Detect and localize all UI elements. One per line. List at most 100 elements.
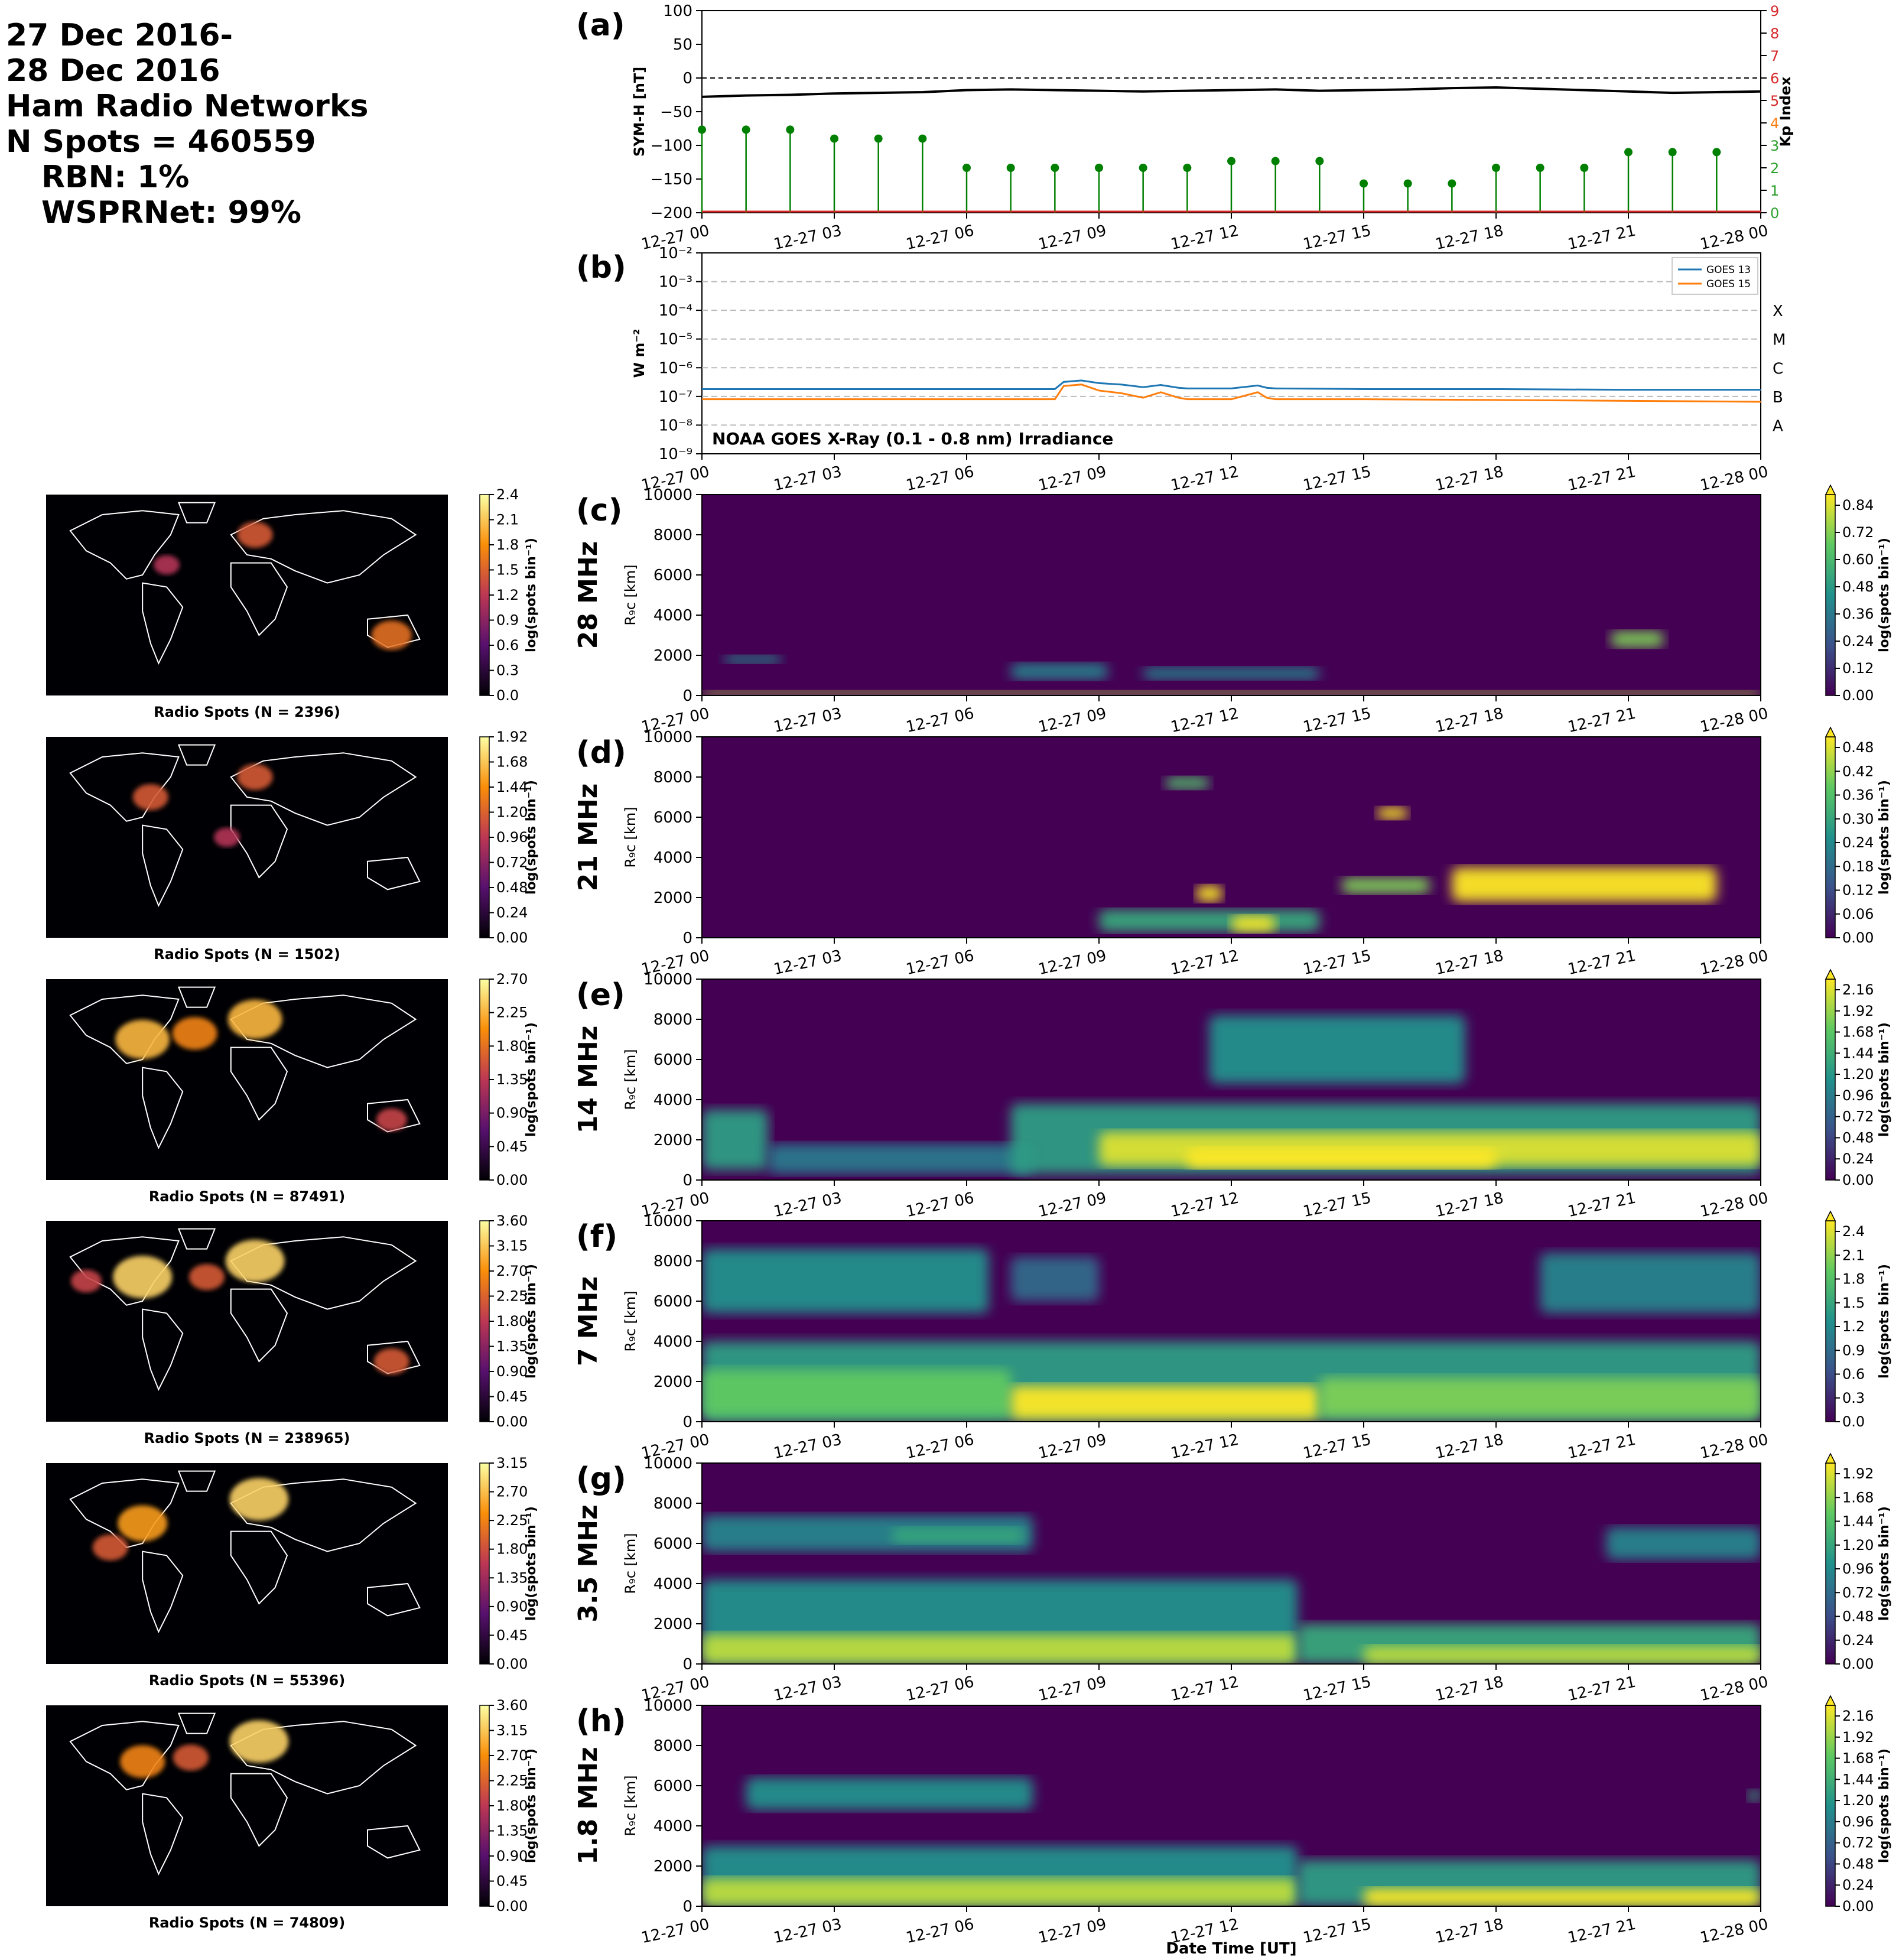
flare-class-label: X [1773,303,1783,320]
panel-label: (d) [576,735,626,771]
y-tick-label: 0 [682,1413,692,1431]
band-row-14mhz: Radio Spots (N = 87491) 2.70 2.25 1.80 1.35 0… [46,968,1892,1205]
coastline [367,1098,421,1133]
x-tick-label: 12-28 00 [1699,1916,1770,1948]
colorbar-tick-label: 2.25 [496,1288,528,1305]
map-title: Radio Spots (N = 2396) [154,704,340,720]
colorbar-tick-label: 1.68 [1842,1024,1874,1041]
colorbar-tick-label: 1.80 [496,1313,528,1330]
map-colorbar-label: log(spots bin⁻¹) [524,1264,539,1379]
y-tick-label: 2000 [653,1373,692,1391]
density-region [1143,667,1320,680]
x-tick-label: 12-27 18 [1434,1189,1505,1221]
density-region [702,1110,768,1170]
spot-density [237,764,273,790]
x-tick-label: 12-27 09 [1037,1673,1108,1705]
colorbar-tick-label: 0.36 [1842,606,1874,622]
rgc-colorbar-label: log(spots bin⁻¹) [1877,1264,1892,1379]
y-tick-label: −50 [660,103,692,121]
x-tick-label: 12-27 18 [1434,947,1505,979]
x-tick-label: 12-27 06 [905,947,976,979]
colorbar-tick-label: 0.3 [496,662,519,679]
symh-line [701,86,1761,98]
colorbar-tick-label: 0.72 [1842,1835,1874,1851]
spot-density [227,999,282,1039]
kp-point [1492,164,1500,172]
y-tick-label: 6000 [653,1051,692,1069]
kp-point [1183,164,1192,172]
y-tick-label: 0 [682,687,692,705]
colorbar-tick-label: 0.90 [496,1598,528,1615]
coastline [177,502,216,524]
colorbar-tick-label: 1.2 [496,587,519,603]
colorbar-tick-label: 1.44 [1842,1771,1874,1787]
colorbar-tick-label: 0.45 [496,1389,528,1405]
rgc-colorbar-label: log(spots bin⁻¹) [1877,780,1892,895]
colorbar-tick-label: 2.70 [496,1484,528,1500]
rgc-heatmap [701,979,1761,1181]
colorbar-tick-label: 1.44 [1842,1513,1874,1530]
rgc-heatmap [701,494,1761,696]
rgc-colorbar [1825,1705,1836,1907]
colorbar-tick-label: 0.24 [1842,1877,1874,1893]
x-tick-label: 12-27 03 [772,1916,844,1948]
coastline [367,1582,421,1617]
density-region [1747,1789,1761,1802]
band-frequency-label: 3.5 MHz [573,1504,603,1622]
map-title: Radio Spots (N = 55396) [149,1672,345,1689]
rgc-axis-label: R₉c [km] [622,807,639,867]
colorbar-tick-label: 0.00 [1842,687,1874,704]
goes-line [702,383,1761,403]
colorbar-tick-label: 3.15 [496,1238,528,1254]
header-rbn-share: RBN: 1% [41,160,190,195]
kp-tick-label: 7 [1770,48,1779,64]
density-region [1364,1646,1761,1664]
colorbar-tick-label: 1.68 [1842,1489,1874,1506]
heatmap-xticks: 12-27 00 12-27 03 12-27 06 12-27 09 12-27 12… [640,938,1770,979]
colorbar-tick-label: 2.4 [496,486,519,503]
rgc-axis-label: R₉c [km] [622,564,639,625]
colorbar-tick-label: 2.25 [496,1512,528,1529]
map-title: Radio Spots (N = 87491) [149,1188,345,1205]
x-tick-label: 12-27 03 [772,222,844,254]
panel-b-xticks: 12-27 00 12-27 03 12-27 06 12-27 09 12-27 12… [640,454,1770,495]
coastline [230,1046,288,1121]
colorbar-tick-label: 1.2 [1842,1318,1865,1335]
heatmap-blobs [702,631,1761,695]
flare-class-label: B [1773,389,1783,407]
map-colorbar-label: log(spots bin⁻¹) [524,538,539,652]
spot-density [154,555,180,575]
colorbar-tick-label: 0.00 [1842,1656,1874,1672]
figure-header: 27 Dec 2016- 28 Dec 2016 Ham Radio Netwo… [6,18,369,230]
colorbar-tick-label: 1.44 [1842,1045,1874,1061]
density-region [1187,1148,1496,1168]
y-tick-label: 4000 [653,1575,692,1593]
band-frequency-label: 14 MHz [573,1026,603,1134]
y-tick-label: 100 [663,2,692,20]
colorbar-tick-label: 0.90 [496,1848,528,1864]
colorbar-tick-label: 0.45 [496,1627,528,1643]
coastline [230,1530,288,1605]
colorbar-tick-label: 0.00 [496,1172,528,1188]
density-region [1010,663,1108,680]
map-colorbar-label: log(spots bin⁻¹) [524,1022,539,1137]
colorbar-tick-label: 1.92 [1842,1003,1874,1019]
spot-density [229,1478,289,1521]
y-tick-label: 10000 [643,486,692,504]
colorbar-tick-label: 0.24 [1842,633,1874,649]
x-tick-label: 12-28 00 [1699,947,1770,979]
spot-density [113,1256,173,1299]
x-tick-label: 12-27 21 [1566,947,1638,979]
density-region [1606,1527,1761,1560]
y-tick-label: −100 [651,137,692,155]
density-region [1099,909,1320,932]
world-map [46,1221,448,1422]
heatmap-blobs [702,1515,1761,1664]
colorbar-tick-label: 0.96 [1842,1561,1874,1577]
kp-tick-label: 0 [1770,205,1779,222]
heatmap-xticks: 12-27 00 12-27 03 12-27 06 12-27 09 12-27 12… [640,695,1770,736]
density-region [746,1777,1033,1810]
colorbar-tick-label: 0.42 [1842,763,1874,779]
y-tick-label: 4000 [653,849,692,867]
kp-tick-label: 1 [1770,183,1779,199]
